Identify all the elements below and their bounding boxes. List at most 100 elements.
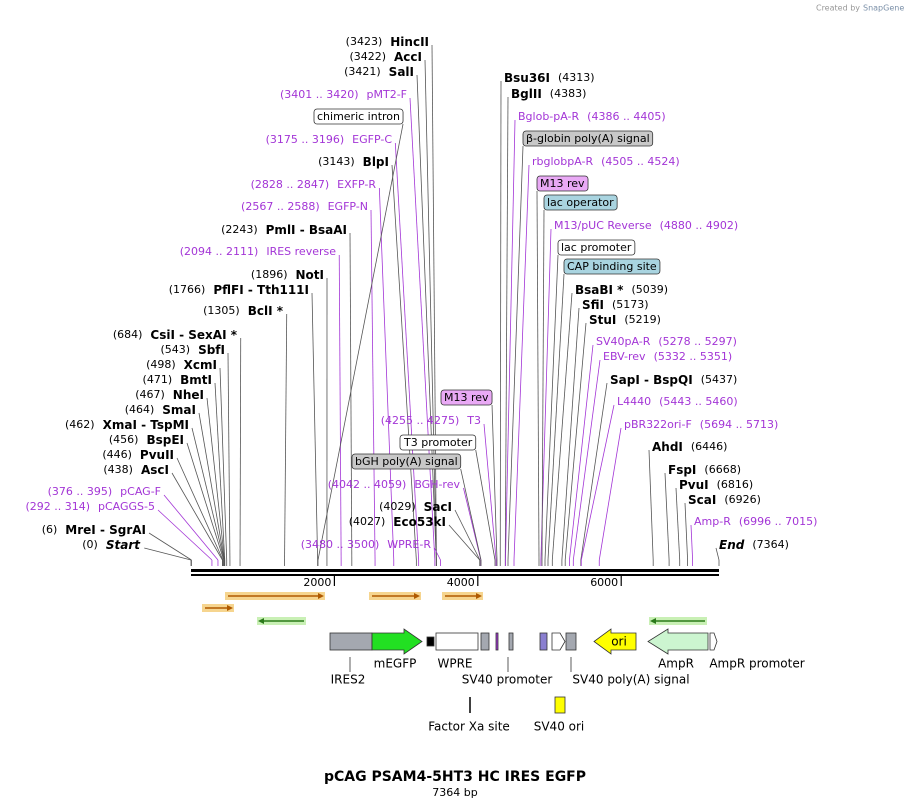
site-label: (292 .. 314) pCAGGS-5	[25, 500, 155, 513]
site-name: AscI	[141, 463, 169, 477]
leader-line	[424, 59, 437, 561]
feature-ampr-promoter	[709, 632, 718, 651]
leader-line	[176, 457, 224, 561]
feature-box	[508, 632, 514, 651]
site-label: (4027) Eco53kI	[349, 515, 446, 529]
leader-line	[684, 502, 688, 561]
leader-line	[370, 209, 376, 561]
leader-line	[378, 187, 395, 561]
site-name: rbglobpA-R	[532, 155, 593, 168]
feature-box	[563, 258, 661, 275]
site-position: (6816)	[717, 478, 754, 491]
leader-line	[409, 97, 436, 561]
site-position: (6926)	[724, 493, 761, 506]
feature-box	[536, 175, 589, 192]
leader-line	[547, 273, 565, 561]
site-position: (3423)	[346, 35, 383, 48]
site-label: ScaI (6926)	[688, 493, 761, 507]
site-position: (543)	[160, 343, 190, 356]
leader-line	[561, 307, 580, 561]
leader-line	[715, 547, 720, 561]
site-name: BclI *	[248, 304, 284, 318]
map-length: 7364 bp	[432, 786, 477, 799]
site-label: (464) SmaI	[125, 403, 196, 417]
site-name: BmtI	[180, 373, 212, 387]
feature-box-label: CAP binding site	[567, 260, 657, 273]
site-name: EXFP-R	[337, 178, 376, 191]
leader-line	[648, 449, 654, 561]
leader-line	[448, 524, 481, 561]
site-position: (376 .. 395)	[48, 485, 113, 498]
leader-line	[394, 142, 420, 561]
feature-box	[440, 389, 493, 406]
site-position: (4383)	[550, 87, 587, 100]
site-position: (5437)	[701, 373, 738, 386]
feature-sv40-polya	[565, 632, 577, 651]
leader-line	[598, 427, 622, 561]
site-position: (6996 .. 7015)	[739, 515, 818, 528]
site-name: SapI - BspQI	[610, 373, 693, 387]
leader-line	[507, 145, 524, 561]
leader-line	[675, 487, 681, 561]
site-name: XcmI	[184, 358, 217, 372]
leader-line	[198, 412, 225, 561]
site-position: (1305)	[203, 304, 240, 317]
feature-label: ori	[611, 635, 627, 649]
feature-box-label: β-globin poly(A) signal	[526, 132, 650, 145]
site-label: Amp-R (6996 .. 7015)	[694, 515, 817, 528]
site-label: Bsu36I (4313)	[504, 71, 595, 85]
leader-line	[227, 352, 231, 561]
site-name: FspI	[668, 463, 696, 477]
primer-arrow	[318, 593, 324, 599]
site-label: (3423) HincII	[346, 35, 429, 49]
site-position: (3401 .. 3420)	[280, 88, 359, 101]
leader-line	[431, 44, 437, 561]
feature-label: WPRE	[437, 657, 472, 671]
leader-line	[690, 524, 694, 561]
feature-box-label: M13 rev	[444, 391, 489, 404]
site-label: (1766) PflFI - Tth111I	[169, 283, 309, 297]
site-name: ScaI	[688, 493, 716, 507]
site-label: (2243) PmlI - BsaAI	[221, 223, 347, 237]
site-position: (5443 .. 5460)	[659, 395, 738, 408]
site-label: (4255 .. 4275) T3	[381, 414, 481, 427]
site-position: (6668)	[704, 463, 741, 476]
primer-arrow	[414, 593, 420, 599]
feature-box	[495, 632, 499, 651]
site-label: (456) BspEI	[109, 433, 184, 447]
site-label: BsaBI * (5039)	[575, 283, 668, 297]
site-label: rbglobpA-R (4505 .. 4524)	[532, 155, 680, 168]
leader-line	[569, 344, 594, 561]
feature-ampr	[647, 628, 709, 655]
site-name: PmlI - BsaAI	[266, 223, 347, 237]
site-label: PvuI (6816)	[679, 478, 753, 492]
site-name: EGFP-C	[352, 133, 392, 146]
leader-line	[171, 472, 223, 561]
site-label: (3401 .. 3420) pMT2-F	[280, 88, 407, 101]
site-position: (6446)	[691, 440, 728, 453]
axis-tick-label: 6000	[590, 576, 618, 589]
site-position: (6)	[42, 523, 58, 536]
feature-box	[313, 108, 404, 125]
site-name: PvuII	[140, 448, 174, 462]
site-name: EBV-rev	[603, 350, 646, 363]
feature-box-label: T3 promoter	[403, 436, 473, 449]
feature-label: SV40 promoter	[462, 673, 553, 687]
site-name: AccI	[394, 50, 422, 64]
site-label: (3421) SalI	[344, 65, 414, 79]
leader-lines	[144, 44, 720, 566]
feature-label: SV40 ori	[534, 720, 585, 734]
site-label: (3143) BlpI	[318, 155, 389, 169]
leader-line	[157, 509, 213, 561]
leader-line	[572, 359, 601, 561]
feature-label: AmpR	[658, 657, 694, 671]
leader-line	[416, 74, 437, 561]
feature-sv40-ori	[554, 696, 566, 714]
site-position: (1766)	[169, 283, 206, 296]
site-label: End (7364)	[719, 538, 789, 552]
site-position: (0)	[82, 538, 98, 551]
leader-line	[544, 254, 559, 561]
leader-line	[206, 397, 225, 561]
